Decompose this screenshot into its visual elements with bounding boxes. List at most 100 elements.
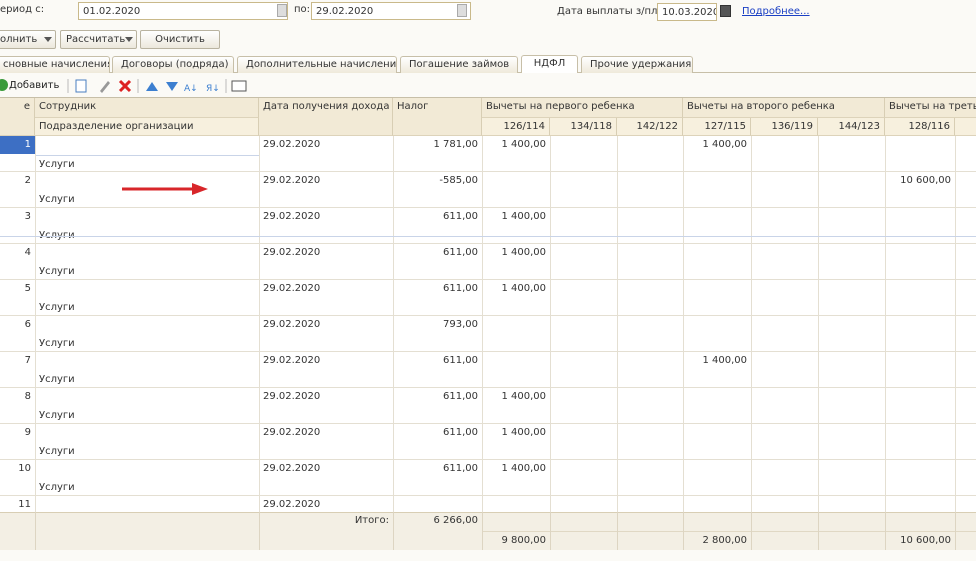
to-label: по: (294, 4, 311, 15)
row-number: 1 (0, 136, 35, 154)
row-number: 3 (24, 211, 31, 222)
column-header: 144/123 (818, 118, 885, 136)
row-number: 11 (18, 499, 31, 510)
svg-text:Я↓: Я↓ (206, 84, 220, 94)
row[interactable] (0, 316, 976, 352)
column-line (482, 136, 483, 550)
deduction-total: 2 800,00 (702, 535, 747, 546)
column-header: 126/114 (482, 118, 550, 136)
column-line (818, 512, 819, 550)
column-line (35, 136, 36, 550)
group-header: Вычеты на первого ребенка (482, 98, 683, 118)
tax: 611,00 (443, 283, 478, 294)
income-date: 29.02.2020 (263, 355, 321, 366)
column-header: 142/122 (617, 118, 683, 136)
department: Услуги (39, 482, 75, 493)
calendar-button[interactable] (457, 4, 467, 17)
column-line (885, 136, 886, 550)
column-line (550, 136, 551, 550)
income-date: 29.02.2020 (263, 391, 321, 402)
income-date: 29.02.2020 (263, 463, 321, 474)
column-header: 127/115 (683, 118, 751, 136)
add-button[interactable]: Добавить (9, 80, 60, 91)
deduction: 1 400,00 (501, 211, 546, 222)
tab[interactable]: Договоры (подряда) (112, 56, 234, 73)
row-number: 6 (24, 319, 31, 330)
tax: 611,00 (443, 463, 478, 474)
column-header: е (0, 98, 35, 136)
department: Услуги (39, 410, 75, 421)
button[interactable]: Очистить (140, 30, 220, 49)
tab[interactable]: Прочие удержания (581, 56, 693, 73)
pay-date-label: Дата выплаты з/пл: (557, 6, 661, 17)
column-line (683, 512, 684, 550)
income-date: 29.02.2020 (263, 175, 321, 186)
column-header: 13 (955, 118, 976, 136)
total-label: Итого: (354, 515, 389, 526)
tax: 611,00 (443, 211, 478, 222)
column-header: 128/116 (885, 118, 955, 136)
footer-line (482, 531, 976, 532)
group-header: Вычеты на второго ребенка (683, 98, 885, 118)
tax: 793,00 (443, 319, 478, 330)
calendar-button[interactable] (277, 4, 287, 17)
pay-date[interactable]: 10.03.2020 (657, 3, 717, 21)
row-number: 8 (24, 391, 31, 402)
column-line (393, 512, 394, 550)
income-date: 29.02.2020 (263, 499, 321, 510)
date-to[interactable]: 29.02.2020 (311, 2, 471, 20)
tax: 611,00 (443, 427, 478, 438)
department: Услуги (39, 194, 75, 205)
column-header: Подразделение организации (35, 118, 259, 136)
add-icon (0, 79, 8, 91)
selection-line (0, 236, 976, 237)
column-line (617, 512, 618, 550)
table: е Сотрудник Дата получения дохода Налог Подр… (0, 97, 976, 550)
column-header: Дата получения дохода (259, 98, 393, 136)
dropdown-arrow (125, 37, 133, 42)
button[interactable]: олнить (0, 30, 56, 49)
deduction-total: 9 800,00 (501, 535, 546, 546)
row-number: 4 (24, 247, 31, 258)
row[interactable] (0, 280, 976, 316)
column-line (955, 512, 956, 550)
row[interactable] (0, 136, 976, 172)
tab[interactable]: Погашение займов (400, 56, 518, 73)
income-date: 29.02.2020 (263, 283, 321, 294)
toolbar-icons: A↓ Я↓ (67, 79, 247, 94)
income-date: 29.02.2020 (263, 139, 321, 150)
red-arrow (122, 183, 208, 195)
row[interactable] (0, 208, 976, 244)
date-from[interactable]: 01.02.2020 (78, 2, 288, 20)
more-link[interactable]: Подробнее... (742, 6, 810, 17)
column-line (35, 512, 36, 550)
row-number: 5 (24, 283, 31, 294)
deduction: 1 400,00 (501, 247, 546, 258)
row[interactable] (0, 244, 976, 280)
row[interactable] (0, 424, 976, 460)
column-line (393, 136, 394, 550)
tax-total: 6 266,00 (433, 515, 478, 526)
column-header: Сотрудник (35, 98, 259, 118)
tab[interactable]: НДФЛ (521, 55, 578, 73)
dropdown-arrow (44, 37, 52, 42)
department: Услуги (39, 374, 75, 385)
tab[interactable]: Дополнительные начисления (237, 56, 397, 73)
income-date: 29.02.2020 (263, 247, 321, 258)
row-number: 7 (24, 355, 31, 366)
row[interactable] (0, 172, 976, 208)
column-line (751, 136, 752, 550)
row[interactable] (0, 352, 976, 388)
tab[interactable]: сновные начисления (0, 56, 110, 73)
column-line (885, 512, 886, 550)
calendar-button[interactable] (720, 5, 731, 17)
button[interactable]: Рассчитать (60, 30, 137, 49)
tax: -585,00 (439, 175, 478, 186)
row[interactable] (0, 388, 976, 424)
row-number: 2 (24, 175, 31, 186)
group-header: Вычеты на треть (885, 98, 976, 118)
department: Услуги (39, 230, 75, 241)
deduction: 1 400,00 (702, 355, 747, 366)
row[interactable] (0, 460, 976, 496)
